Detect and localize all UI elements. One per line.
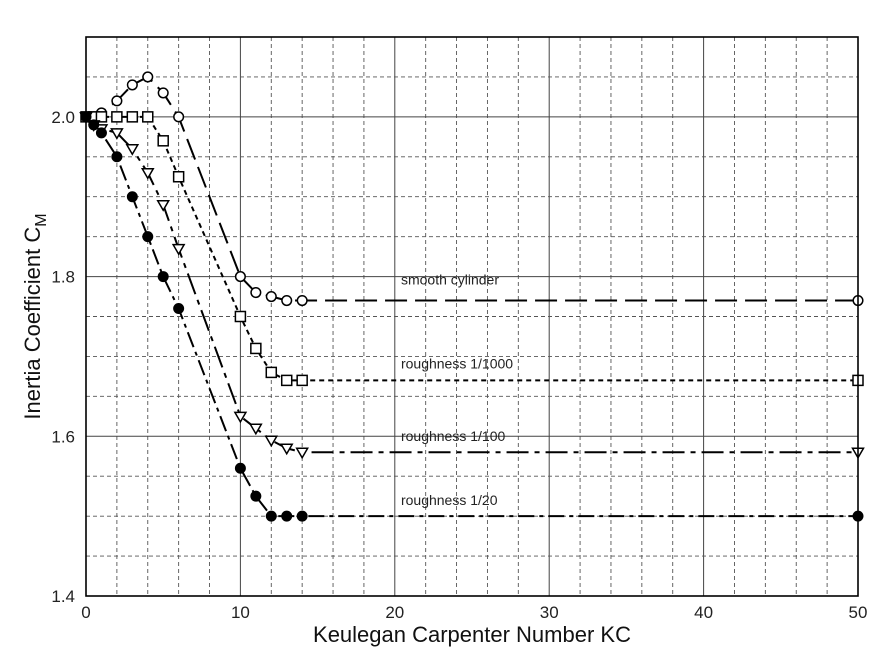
data-point: [234, 271, 246, 283]
data-point: [125, 144, 140, 156]
data-point: [111, 111, 123, 123]
y-tick-label: 1.8: [51, 268, 75, 287]
data-point: [250, 490, 262, 502]
data-point: [157, 135, 169, 147]
y-axis-title-main: Inertia Coefficient C: [20, 227, 45, 420]
y-tick-label: 1.6: [51, 427, 75, 446]
series-annotation: roughness 1/20: [401, 492, 498, 508]
data-point: [280, 374, 293, 387]
tick-labels: 0 10 20 30 40 50 1.4 1.6 1.8 2.0: [51, 108, 867, 622]
data-point: [296, 510, 308, 522]
x-tick-label: 30: [540, 603, 559, 622]
x-tick-label: 50: [849, 603, 868, 622]
data-point: [296, 294, 308, 307]
data-point: [234, 310, 247, 323]
data-point: [265, 366, 278, 379]
data-point: [250, 286, 262, 299]
data-point: [157, 271, 169, 283]
data-point: [111, 151, 123, 163]
data-point: [233, 411, 248, 424]
data-point: [126, 111, 139, 123]
y-tick-label: 1.4: [51, 587, 75, 606]
data-point: [157, 87, 169, 99]
annotations: smooth cylinder roughness 1/1000 roughness…: [401, 272, 513, 508]
data-point: [111, 95, 123, 107]
data-point: [173, 111, 185, 123]
y-axis-title-subscript: M: [33, 213, 50, 226]
series-annotation: roughness 1/100: [401, 428, 506, 444]
data-point: [281, 510, 293, 522]
data-point: [173, 303, 185, 315]
data-point: [264, 435, 279, 448]
data-point: [88, 119, 100, 131]
x-tick-label: 40: [694, 603, 713, 622]
series-annotation: roughness 1/1000: [401, 355, 513, 371]
series-4: [80, 111, 864, 522]
data-point: [156, 199, 171, 212]
x-tick-label: 20: [385, 603, 404, 622]
data-point: [95, 111, 108, 123]
x-tick-label: 0: [81, 603, 90, 622]
x-tick-label: 10: [231, 603, 250, 622]
y-axis-title: Inertia Coefficient CM: [20, 213, 50, 419]
data-point: [126, 79, 138, 91]
x-axis-title: Keulegan Carpenter Number KC: [313, 622, 631, 647]
plot-frame: [85, 36, 859, 597]
data-point: [95, 127, 107, 139]
data-point: [295, 447, 309, 460]
series-annotation: smooth cylinder: [401, 272, 499, 288]
data-point: [250, 342, 262, 355]
data-point: [171, 243, 186, 256]
data-point: [265, 510, 277, 522]
data-point: [172, 171, 185, 183]
data-point: [279, 443, 294, 456]
data-point: [296, 374, 308, 387]
grid: [86, 37, 858, 596]
data-point: [142, 231, 154, 243]
data-point: [126, 191, 138, 203]
data-point: [110, 128, 124, 140]
data-point: [142, 71, 154, 83]
series-layer: [79, 71, 865, 522]
data-point: [281, 294, 293, 307]
y-tick-label: 2.0: [51, 108, 75, 127]
data-point: [249, 423, 263, 436]
data-point: [140, 168, 155, 180]
data-point: [265, 290, 277, 303]
data-point: [142, 111, 154, 123]
data-point: [234, 462, 246, 474]
